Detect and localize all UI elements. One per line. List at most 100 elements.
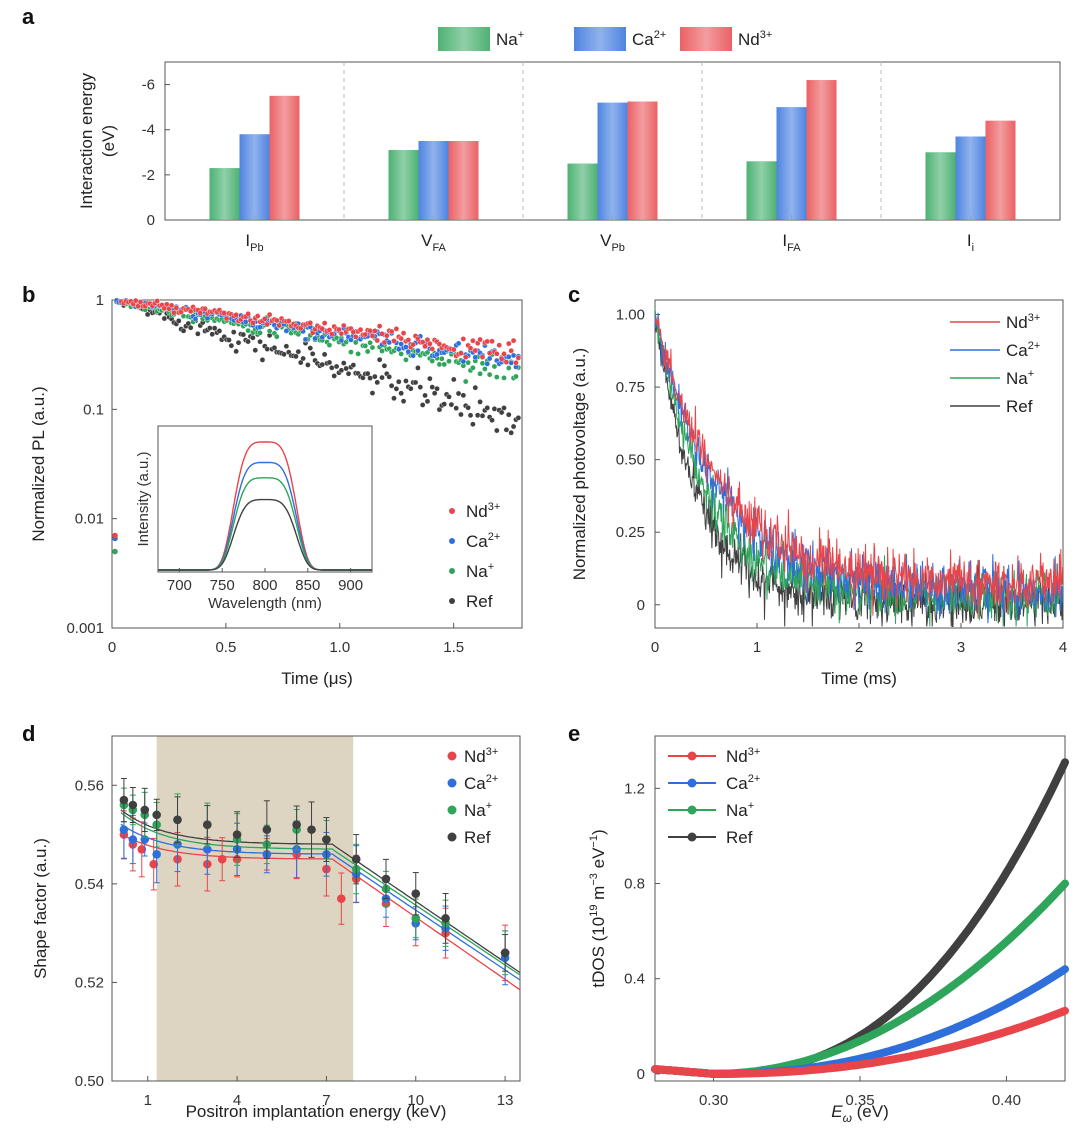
- panel-b-xtick-label: 1.5: [443, 639, 464, 656]
- panel-b-point: [228, 342, 235, 349]
- panel-a-bar-sheen: [925, 152, 956, 220]
- panel-b-point: [448, 401, 455, 408]
- panel-b-point: [515, 415, 522, 421]
- panel-b-point: [273, 333, 280, 340]
- panel-b-point: [450, 376, 457, 383]
- panel-b-point: [321, 320, 328, 326]
- panel-a-ylabel: Interaction energy: [77, 72, 96, 209]
- panel-e-ytick-label: 1.2: [624, 780, 645, 797]
- panel-b-point: [372, 373, 378, 380]
- panel-b-point: [295, 348, 302, 355]
- panel-a-xtick-label: VFA: [421, 231, 446, 254]
- panel-b-point: [362, 343, 369, 349]
- panel-b-point: [364, 348, 371, 355]
- panel-d-point: [411, 889, 421, 899]
- panel-c-xtick-label: 1: [753, 639, 761, 656]
- panel-b-point: [422, 392, 428, 399]
- panel-b-point: [211, 325, 218, 331]
- panel-d-xtick-label: 4: [233, 1092, 241, 1109]
- panel-e-xtick-label: 0.30: [699, 1092, 728, 1109]
- panel-b-point: [305, 362, 311, 368]
- panel-b-point: [398, 390, 404, 397]
- panel-c-legend-label: Ref: [1006, 397, 1033, 416]
- panel-b-point: [161, 315, 168, 322]
- panel-b-inset-xtick-label: 800: [252, 577, 277, 594]
- panel-b-inset-xtick-label: 750: [210, 577, 235, 594]
- panel-b-point: [173, 305, 180, 311]
- panel-a-bar-sheen: [567, 163, 598, 220]
- panel-b-point: [482, 366, 488, 372]
- panel-b-point: [415, 347, 421, 354]
- panel-d-xtick-label: 7: [322, 1092, 330, 1109]
- panel-a-xtick-label: Ii: [967, 231, 974, 254]
- panel-b-point: [422, 343, 428, 350]
- panel-b-point: [484, 405, 491, 411]
- panel-b-point: [470, 421, 476, 428]
- panel-c-ytick-label: 0: [637, 597, 645, 614]
- panel-b-point: [494, 351, 500, 357]
- panel-c-xtick-label: 0: [651, 639, 659, 656]
- panel-e-ytick-label: 0.4: [624, 971, 645, 988]
- panel-b-point: [505, 354, 512, 360]
- panel-e-xtick-label: 0.35: [845, 1092, 874, 1109]
- panel-b-point: [462, 378, 469, 385]
- panel-b-series-nd: [112, 297, 522, 539]
- panel-d-point: [292, 820, 301, 830]
- panel-b-point: [391, 395, 397, 402]
- panel-label-b: b: [22, 282, 35, 307]
- panel-b-ytick-label: 0.001: [66, 620, 104, 637]
- panel-b-point: [494, 374, 500, 380]
- panel-b-legend-label: Ca2+: [466, 531, 500, 551]
- panel-b-point: [283, 328, 290, 334]
- panel-b-xtick-label: 0: [108, 639, 116, 656]
- panel-d-point: [173, 815, 182, 825]
- panel-b-point: [427, 375, 433, 382]
- panel-b-point: [223, 315, 230, 322]
- panel-b-point: [384, 332, 390, 339]
- panel-b-point: [336, 326, 342, 333]
- panel-b-xlabel: Time (μs): [281, 669, 353, 688]
- panel-a-bar-sheen: [448, 141, 479, 220]
- panel-b-point: [154, 298, 161, 304]
- panel-b-point: [112, 548, 118, 555]
- panel-b-ylabel: Normalized PL (a.u.): [29, 386, 48, 541]
- panel-b-point: [472, 354, 479, 361]
- panel-b-point: [486, 350, 493, 356]
- panel-d-legend-label: Ca2+: [464, 773, 498, 793]
- panel-b-point: [391, 338, 397, 344]
- panel-c-ytick-label: 0.50: [616, 452, 645, 469]
- panel-b-point: [395, 346, 402, 353]
- panel-e-legend-marker: [687, 751, 697, 761]
- panel-b-inset-xtick-label: 900: [338, 577, 363, 594]
- panel-b-point: [407, 385, 414, 392]
- panel-d-point: [232, 830, 242, 839]
- panel-b-point: [472, 347, 479, 354]
- panel-b-point: [419, 402, 426, 408]
- panel-c-series-nd: [654, 317, 1064, 619]
- panel-d-point: [149, 859, 158, 869]
- panel-b-point: [352, 334, 359, 340]
- panel-d-fit-ref: [120, 809, 521, 974]
- panel-d-point: [307, 825, 316, 834]
- panel-b-point: [307, 345, 314, 351]
- panel-b-point: [503, 359, 510, 365]
- panel-b-point: [266, 311, 273, 318]
- panel-b-point: [477, 336, 483, 343]
- panel-b-point: [412, 379, 419, 386]
- panel-b-point: [379, 348, 385, 354]
- panel-d-point: [500, 948, 510, 958]
- panel-b-point: [309, 351, 316, 357]
- panel-b-point: [307, 320, 314, 326]
- panel-d-frame: [111, 735, 521, 1082]
- panel-d-fit-na: [120, 811, 521, 976]
- panel-label-a: a: [22, 4, 35, 29]
- panel-b-point: [175, 318, 182, 324]
- panel-b-point: [388, 382, 395, 389]
- panel-d-point: [119, 825, 129, 834]
- panel-b-point: [112, 532, 118, 539]
- panel-b-point: [312, 335, 318, 342]
- panel-b-legend-label: Nd3+: [466, 501, 500, 521]
- panel-b-point: [357, 326, 364, 333]
- panel-a-bar-sheen: [985, 120, 1016, 220]
- panel-a-ytick-label: -2: [142, 167, 155, 184]
